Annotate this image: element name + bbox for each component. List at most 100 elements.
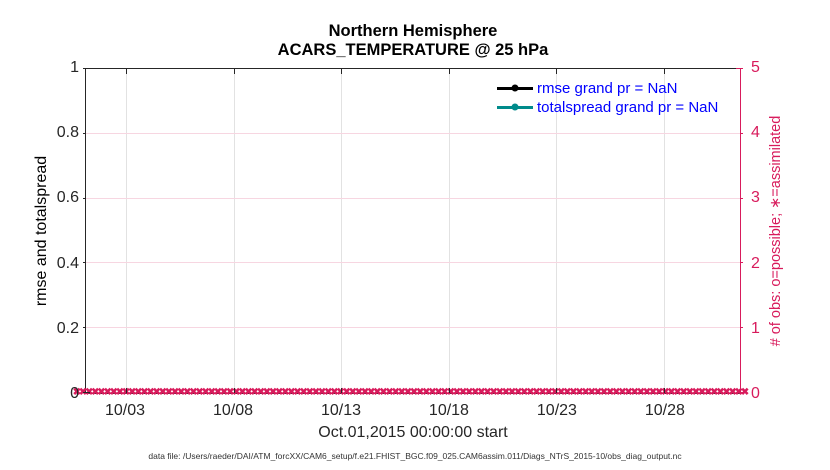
left-y-tick-mark: [83, 68, 90, 69]
assimilated-x-marker: ✖: [575, 387, 584, 398]
assimilated-x-marker: ✖: [330, 387, 339, 398]
assimilated-x-marker: ✖: [103, 387, 112, 398]
assimilated-x-marker: ✖: [397, 387, 406, 398]
assimilated-x-marker: ✖: [422, 387, 431, 398]
right-y-tick-label: 3: [751, 189, 760, 207]
right-y-tick-label: 5: [751, 59, 760, 76]
assimilated-x-marker: ✖: [158, 387, 167, 398]
assimilated-x-marker: ✖: [360, 387, 370, 398]
legend-item-rmse[interactable]: rmse grand pr = NaN: [497, 79, 718, 98]
chart-title: Northern Hemisphere ACARS_TEMPERATURE @ …: [85, 22, 741, 60]
assimilated-x-marker: ✖: [501, 387, 511, 398]
assimilated-x-marker: ✖: [452, 387, 462, 398]
x-gridline: [125, 69, 127, 393]
assimilated-x-marker: ✖: [465, 387, 474, 398]
assimilated-x-marker: ✖: [428, 387, 437, 398]
left-y-tick-label: 0.8: [56, 124, 79, 142]
assimilated-x-marker: ✖: [556, 387, 566, 398]
assimilated-x-marker: ✖: [722, 387, 731, 398]
assimilated-x-marker: ✖: [716, 387, 725, 398]
assimilated-x-marker: ✖: [324, 387, 333, 398]
legend-item-totalspread[interactable]: totalspread grand pr = NaN: [497, 98, 718, 117]
x-gridline: [233, 69, 235, 393]
assimilated-x-marker: ✖: [532, 387, 541, 398]
x-axis-label: Oct.01,2015 00:00:00 start: [318, 424, 508, 441]
assimilated-x-marker: ✖: [440, 387, 449, 398]
assimilated-x-marker: ✖: [170, 387, 180, 398]
x-tick-label: 10/13: [320, 402, 361, 419]
assimilated-x-marker: ✖: [183, 387, 192, 398]
assimilated-x-marker: ✖: [587, 387, 596, 398]
assimilated-x-marker: ✖: [415, 387, 425, 398]
assimilated-x-marker: ✖: [164, 387, 174, 398]
left-y-tick-labels: 0 0.2 0.4 0.6 0.8 1: [0, 59, 79, 402]
x-gridline: [664, 69, 666, 393]
assimilated-x-marker: ✖: [379, 387, 388, 398]
right-y-tick-mark: [736, 392, 743, 393]
x-tick-mark-top: [448, 69, 450, 74]
plot-area[interactable]: ✖ ✖ ✖ ✖ ✖ ✖ ✖ ✖ ✖ ✖ ✖ ✖ ✖ ✖ ✖ ✖ ✖ ✖ ✖ ✖ ✖ ✖ ✖ ✖ ✖ ✖ ✖ ✖ ✖ ✖ ✖ ✖ ✖ ✖ ✖ ✖ ✖ ✖ ✖ ✖…: [73, 68, 749, 398]
assimilated-x-marker: ✖: [434, 387, 443, 398]
assimilated-x-marker: ✖: [679, 387, 688, 398]
assimilated-x-marker: ✖: [134, 387, 143, 398]
title-line-region: Northern Hemisphere: [328, 22, 498, 40]
assimilated-x-marker: ✖: [391, 387, 400, 398]
assimilated-x-marker: ✖: [409, 387, 419, 398]
assimilated-x-marker: ✖: [550, 387, 560, 398]
assimilated-x-marker: ✖: [305, 387, 315, 398]
assimilated-x-marker: ✖: [317, 387, 327, 398]
totalspread-marker-icon: [511, 103, 519, 111]
assimilated-x-marker: ✖: [697, 387, 707, 398]
assimilated-x-marker: ✖: [569, 387, 578, 398]
assimilated-x-marker: ✖: [140, 387, 149, 398]
assimilated-x-marker: ✖: [563, 387, 572, 398]
right-y-tick-label: 1: [751, 319, 760, 337]
right-y-tick-labels: 0 1 2 3 4 5: [751, 59, 791, 402]
assimilated-x-marker: ✖: [146, 387, 155, 398]
x-gridline: [556, 69, 558, 393]
assimilated-x-marker: ✖: [489, 387, 498, 398]
assimilated-x-marker: ✖: [654, 387, 664, 398]
assimilated-x-marker: ✖: [581, 387, 590, 398]
assimilated-x-marker: ✖: [667, 387, 676, 398]
x-tick-mark-top: [125, 69, 127, 74]
assimilated-x-marker: ✖: [201, 387, 210, 398]
x-gridline: [448, 69, 450, 393]
assimilated-x-marker: ✖: [299, 387, 308, 398]
assimilated-x-marker: ✖: [630, 387, 639, 398]
right-y-tick-label: 0: [751, 385, 760, 402]
assimilated-x-marker: ✖: [740, 387, 750, 398]
assimilated-x-marker: ✖: [97, 387, 106, 398]
left-y-tick-label: 0: [70, 385, 79, 402]
x-tick-mark: [664, 388, 666, 393]
assimilated-x-marker: ✖: [127, 387, 137, 398]
assimilated-x-marker: ✖: [244, 387, 253, 398]
rmse-line-sample: [497, 84, 533, 92]
x-tick-mark-top: [341, 69, 343, 74]
x-tick-mark-top: [233, 69, 235, 74]
assimilated-x-marker: ✖: [152, 387, 161, 398]
assimilated-x-marker: ✖: [728, 387, 737, 398]
assimilated-x-marker: ✖: [287, 387, 296, 398]
assimilated-x-marker: ✖: [661, 387, 670, 398]
assimilated-x-marker: ✖: [348, 387, 357, 398]
assimilated-x-marker: ✖: [238, 387, 247, 398]
assimilated-x-marker: ✖: [281, 387, 290, 398]
right-y-tick-label: 4: [751, 124, 760, 142]
assimilated-x-marker: ✖: [207, 387, 217, 398]
x-tick-labels: 10/03 10/08 10/13 10/18 10/23 10/28: [85, 402, 741, 422]
assimilated-x-marker: ✖: [691, 387, 701, 398]
left-y-tick-label: 1: [70, 59, 79, 76]
legend: rmse grand pr = NaN totalspread grand pr…: [497, 79, 718, 117]
assimilated-x-marker: ✖: [385, 387, 394, 398]
x-tick-mark: [556, 388, 558, 393]
x-tick-mark-top: [664, 69, 666, 74]
assimilated-x-marker: ✖: [618, 387, 627, 398]
y-gridline: [86, 262, 740, 264]
left-y-tick-label: 0.2: [56, 319, 79, 337]
x-tick-label: 10/18: [428, 402, 469, 419]
assimilated-x-marker: ✖: [262, 387, 272, 398]
assimilated-x-marker: ✖: [526, 387, 535, 398]
obs-count-marker-band: ✖ ✖ ✖ ✖ ✖ ✖ ✖ ✖ ✖ ✖ ✖ ✖ ✖ ✖ ✖ ✖ ✖ ✖ ✖ ✖ ✖ ✖ ✖ ✖ ✖ ✖ ✖ ✖ ✖ ✖ ✖ ✖ ✖ ✖ ✖ ✖ ✖ ✖ ✖ ✖…: [73, 386, 749, 399]
y-gridline: [86, 327, 740, 329]
